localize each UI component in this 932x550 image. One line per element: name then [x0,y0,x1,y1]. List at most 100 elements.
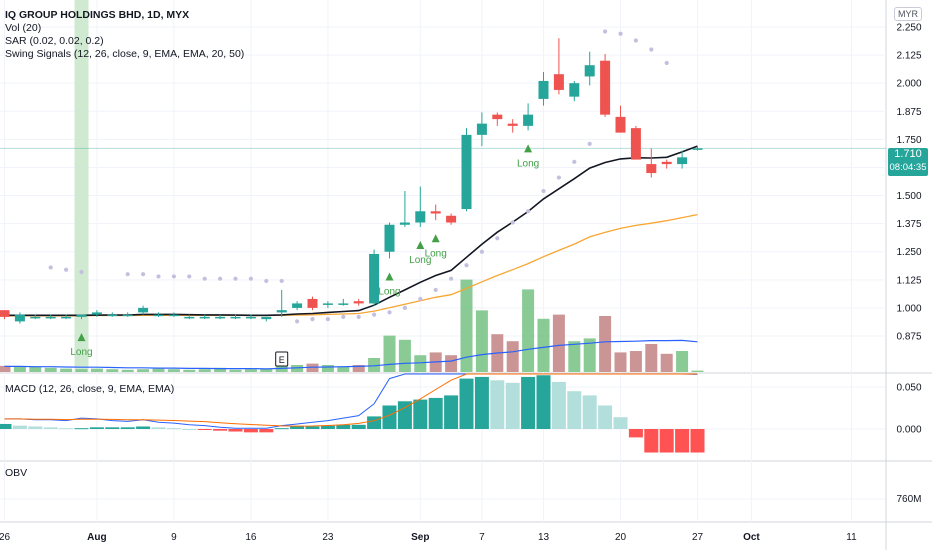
price-axis-label: 2.125 [896,51,921,62]
currency-badge[interactable]: MYR [894,7,922,21]
macd-histogram-bar [675,429,690,453]
sar-dot [664,60,669,66]
volume-bar [291,365,304,372]
x-tick-label: Oct [743,532,760,543]
price-axis-label: 1.750 [896,135,921,146]
signal-highlight [74,0,89,372]
candle-body [91,312,102,315]
volume-bar [368,358,381,372]
volume-bar [552,314,565,372]
macd-histogram-bar [428,397,443,429]
macd-histogram-bar [613,417,628,429]
legend-sar[interactable]: SAR (0.02, 0.02, 0.2) [5,35,104,47]
sar-dot [233,276,238,281]
sar-dot [264,278,269,284]
volume-bar [691,370,704,372]
candle-body [661,161,672,165]
sar-dot [141,272,146,277]
legend-swing-signals[interactable]: Swing Signals (12, 26, close, 9, EMA, EM… [5,48,245,60]
macd-axis-label: 0.000 [896,425,921,436]
sar-dot [633,38,639,43]
macd-histogram-bar [89,427,104,429]
chart-legend[interactable]: IQ GROUP HOLDINGS BHD, 1D, MYX Vol (20) … [5,9,244,61]
candle-body [338,303,349,305]
macd-histogram-bar [367,416,382,429]
price-axis-label: 1.000 [896,303,921,314]
candle-body [677,157,688,165]
candle-body [153,314,164,317]
macd-histogram-bar [490,380,505,429]
volume-bar [568,341,581,372]
candle-body [107,314,118,317]
sar-dot [310,317,315,322]
sar-dot [556,175,562,180]
x-tick-label: Sep [411,532,429,543]
candle-body [61,316,72,319]
ema20-line [4,145,698,317]
volume-bar [460,279,473,372]
sar-dot [202,276,207,281]
candle-body [45,316,56,319]
price-axis-label: 0.875 [896,332,921,343]
macd-histogram-bar [474,376,489,429]
macd-histogram-bar [43,427,58,429]
volume-bar [337,366,350,372]
price-axis-label: 1.250 [896,247,921,258]
candle-body [538,80,549,99]
candle-body [0,310,10,317]
candle-body [492,114,503,120]
macd-histogram-bar [628,429,643,438]
macd-histogram-bar [197,429,212,430]
candle-body [415,211,426,223]
legend-volume[interactable]: Vol (20) [5,22,42,34]
sar-dot [64,267,69,272]
volume-bar [583,338,596,372]
long-signal-arrow [524,144,533,153]
earnings-marker-label: E [279,355,285,365]
sar-dot [325,317,330,322]
macd-histogram-bar [521,376,536,429]
macd-axis-label: 0.050 [896,383,921,394]
long-signal-label: Long [409,255,431,266]
macd-histogram-bar [382,405,397,429]
macd-histogram-bar [274,428,289,430]
macd-histogram-bar [690,429,705,453]
sar-dot [495,236,500,241]
volume-bar [676,351,689,372]
macd-legend[interactable]: MACD (12, 26, close, 9, EMA, EMA) [5,383,175,395]
volume-bar [75,369,88,372]
sar-dot [541,188,546,194]
sar-dot [587,141,592,146]
candle-body [461,134,472,210]
candle-body [14,314,25,322]
long-signal-label: Long [70,347,92,358]
candle-body [292,303,303,308]
macd-signal-line [4,373,698,427]
sar-dot [356,314,361,319]
candle-body [199,316,210,319]
candle-body [322,303,333,305]
candle-body [630,128,641,160]
x-tick-label: 27 [692,532,704,543]
x-tick-label: 13 [538,532,550,543]
macd-histogram-bar [12,425,27,429]
macd-histogram-bar [536,375,551,429]
candle-body [476,123,487,135]
long-signal-label: Long [517,158,539,169]
candle-body [122,314,133,317]
candle-body [646,164,657,174]
obv-legend[interactable]: OBV [5,467,28,479]
sar-dot [156,274,161,279]
volume-bar [629,351,642,372]
macd-histogram-bar [598,405,613,429]
volume-bar [152,368,165,372]
volume-bar [106,369,119,372]
price-axis-label: 1.500 [896,191,921,202]
sar-dot [125,272,130,277]
sar-dot [48,265,53,270]
volume-bar [183,369,196,372]
x-tick-label: 11 [846,532,857,543]
price-axis-label: 1.375 [896,219,921,230]
candle-body [276,310,287,313]
